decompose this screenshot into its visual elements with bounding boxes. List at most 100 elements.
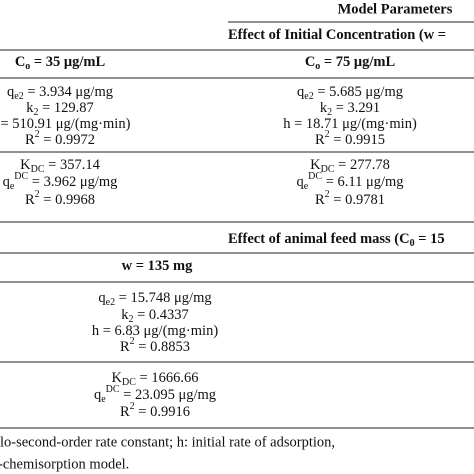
- group-heading-rest: = 15: [415, 231, 445, 247]
- cell-line-base: R: [315, 192, 325, 208]
- cell-line-base: h = 510.91 μg/(mg·min): [0, 116, 131, 132]
- group-heading-text: Effect of animal feed mass (C: [228, 231, 410, 247]
- footnote: -chemisorption model.: [0, 456, 129, 472]
- footnote: lo-second-order rate constant; h: initia…: [0, 434, 335, 450]
- cell-line-rest: = 277.78: [335, 157, 390, 173]
- cell-line-rest: = 3.291: [332, 100, 380, 116]
- cell-line-sup: DC: [308, 171, 322, 182]
- cell-line: R2 = 0.8853: [120, 336, 190, 355]
- cell-line-base: R: [120, 404, 130, 420]
- cell-line-rest: = 0.8853: [135, 339, 190, 355]
- cell-line-base: h = 6.83 μg/(mg·min): [92, 323, 218, 339]
- cell-line-base: h = 18.71 μg/(mg·min): [283, 116, 417, 132]
- cell-line-sup: DC: [14, 171, 28, 182]
- cell-line-rest: = 3.962 μg/mg: [28, 174, 117, 190]
- cell-line-rest: = 0.9781: [330, 192, 385, 208]
- header-title: Model Parameters: [338, 1, 453, 17]
- cell-line-sup: 2: [130, 336, 135, 347]
- cell-line: k2 = 0.4337: [121, 307, 189, 325]
- cell-line: qeDC = 23.095 μg/mg: [94, 384, 216, 405]
- cell-line-sub: 2: [327, 107, 332, 118]
- cell-line-sub: e: [304, 181, 309, 192]
- cell-line: qe2 = 5.685 μg/mg: [297, 84, 403, 102]
- cell-line-sub: e2: [106, 297, 115, 308]
- cell-line: KDC = 277.78: [310, 157, 390, 175]
- cell-line: h = 510.91 μg/(mg·min): [0, 116, 131, 132]
- cell-line-sup: 2: [325, 129, 330, 140]
- cell-line-rest: = 0.4337: [133, 307, 188, 323]
- cell-line-sub: DC: [321, 164, 335, 175]
- column-heading-base: C: [305, 54, 315, 70]
- cell-line-base: q: [98, 290, 105, 306]
- cell-line-sub: e2: [14, 91, 23, 102]
- cell-line-sup: 2: [325, 189, 330, 200]
- cell-line-rest: = 0.9915: [330, 132, 385, 148]
- cell-line-base: K: [112, 370, 123, 386]
- cell-line: R2 = 0.9915: [315, 129, 385, 148]
- cell-line-base: q: [297, 84, 304, 100]
- group-heading: Effect of animal feed mass (C0 = 15: [228, 231, 445, 249]
- cell-line-rest: = 357.14: [45, 157, 101, 173]
- cell-line: k2 = 129.87: [26, 100, 94, 118]
- column-heading-rest: = 75 μg/mL: [320, 54, 395, 70]
- group-heading-text: Effect of Initial Concentration (w =: [228, 27, 446, 43]
- cell-line-base: q: [296, 174, 303, 190]
- cell-line-rest: = 3.934 μg/mg: [24, 84, 113, 100]
- cell-line: qe2 = 15.748 μg/mg: [98, 290, 211, 308]
- cell-line-sup: DC: [106, 384, 120, 395]
- column-heading-sub: o: [315, 61, 320, 72]
- cell-line-rest: = 5.685 μg/mg: [314, 84, 403, 100]
- column-heading-base: C: [15, 54, 25, 70]
- cell-line: R2 = 0.9781: [315, 189, 385, 208]
- cell-line: R2 = 0.9968: [25, 189, 95, 208]
- cell-line-base: R: [25, 132, 35, 148]
- cell-line-rest: = 0.9916: [135, 404, 190, 420]
- cell-line-rest: = 0.9968: [40, 192, 95, 208]
- cell-line-rest: = 0.9972: [40, 132, 95, 148]
- cell-line-base: k: [26, 100, 34, 116]
- cell-line-sup: 2: [35, 189, 40, 200]
- cell-line: R2 = 0.9972: [25, 129, 95, 148]
- cell-line-sub: e: [101, 394, 106, 405]
- cell-line: R2 = 0.9916: [120, 401, 190, 420]
- cell-line-base: q: [94, 387, 101, 403]
- cell-line: h = 18.71 μg/(mg·min): [283, 116, 417, 132]
- cell-line-sub: e: [10, 181, 15, 192]
- cell-line-base: q: [7, 84, 14, 100]
- cell-line: qeDC = 6.11 μg/mg: [296, 171, 403, 192]
- cell-line-sub: DC: [122, 377, 136, 388]
- cell-line-rest: = 129.87: [38, 100, 93, 116]
- cell-line-base: k: [121, 307, 129, 323]
- cell-line-rest: = 1666.66: [136, 370, 199, 386]
- cell-line: KDC = 1666.66: [112, 370, 199, 388]
- cell-line-base: k: [320, 100, 328, 116]
- cell-line-sub: DC: [31, 164, 45, 175]
- cell-line: h = 6.83 μg/(mg·min): [92, 323, 218, 339]
- column-heading: Co = 75 μg/mL: [305, 54, 396, 72]
- cell-line-rest: = 6.11 μg/mg: [322, 174, 403, 190]
- column-heading-rest: = 35 μg/mL: [30, 54, 105, 70]
- column-heading: w = 135 mg: [122, 258, 193, 274]
- cell-line-base: K: [20, 157, 31, 173]
- group-heading-sub: 0: [410, 238, 415, 249]
- column-heading-base: w = 135 mg: [122, 258, 193, 274]
- cell-line-sup: 2: [35, 129, 40, 140]
- group-heading: Effect of Initial Concentration (w =: [228, 27, 446, 43]
- cell-line-base: q: [3, 174, 10, 190]
- cell-line-sub: 2: [33, 107, 38, 118]
- cell-line-sup: 2: [130, 401, 135, 412]
- cell-line: KDC = 357.14: [20, 157, 100, 175]
- cell-line-base: K: [310, 157, 321, 173]
- cell-line: qe2 = 3.934 μg/mg: [7, 84, 113, 102]
- cell-line-rest: = 15.748 μg/mg: [115, 290, 212, 306]
- cell-line: k2 = 3.291: [320, 100, 380, 118]
- cell-line-base: R: [315, 132, 325, 148]
- cell-line-sub: e2: [304, 91, 313, 102]
- cell-line-base: R: [25, 192, 35, 208]
- cell-line: qeDC = 3.962 μg/mg: [3, 171, 118, 192]
- column-heading: Co = 35 μg/mL: [15, 54, 106, 72]
- cell-line-rest: = 23.095 μg/mg: [120, 387, 217, 403]
- cell-line-base: R: [120, 339, 130, 355]
